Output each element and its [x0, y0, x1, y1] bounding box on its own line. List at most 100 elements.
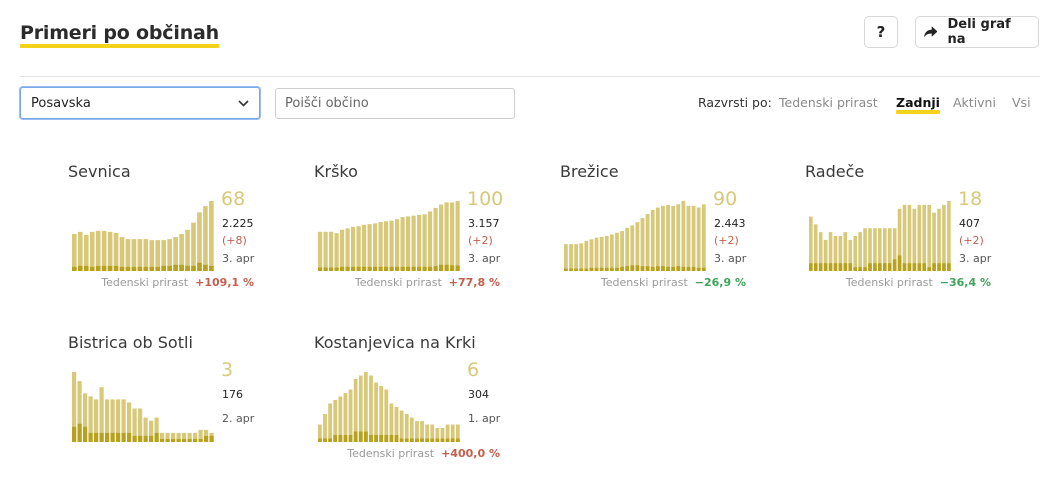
chart-bar	[433, 208, 438, 271]
chart-bar	[89, 231, 95, 271]
active-sort-underline	[896, 110, 940, 114]
chart-bar-dark-segment	[323, 267, 328, 271]
weekly-growth: Tedenski prirast −36,4 %	[846, 276, 991, 289]
share-button[interactable]: Deli graf na	[915, 16, 1039, 48]
chart-bar-dark-segment	[415, 438, 419, 442]
chart-bar	[155, 240, 161, 271]
chart-bar	[404, 414, 409, 442]
help-button[interactable]: ?	[864, 16, 898, 48]
chart-bar	[193, 432, 198, 442]
chart-bar	[922, 204, 927, 271]
weekly-growth-label: Tedenski prirast	[600, 276, 688, 289]
chart-bar	[868, 228, 872, 271]
data-date: 2. apr	[222, 412, 255, 425]
municipality-card[interactable]: Brežice 90 2.443 (+2) 3. apr Tedenski pr…	[560, 162, 760, 312]
weekly-growth-label: Tedenski prirast	[101, 276, 189, 289]
sort-option-latest[interactable]: Zadnji	[896, 95, 940, 114]
chart-bar-dark-segment	[389, 266, 394, 271]
chart-bar-dark-segment	[338, 435, 343, 442]
sort-label: Razvrsti po:	[698, 95, 772, 110]
chart-bar	[379, 386, 384, 442]
chart-bar-dark-segment	[353, 431, 358, 442]
chart-bar-dark-segment	[615, 267, 619, 271]
sort-option-all[interactable]: Vsi	[1012, 95, 1031, 110]
chart-bar	[661, 205, 665, 271]
chart-bar-dark-segment	[173, 264, 178, 271]
chart-bar-dark-segment	[947, 263, 951, 271]
chart-bar-dark-segment	[94, 432, 99, 442]
chart-bar-dark-segment	[89, 266, 95, 271]
chart-bar-dark-segment	[686, 266, 691, 271]
chart-bar	[353, 379, 358, 442]
municipality-card[interactable]: Radeče 18 407 (+2) 3. apr Tedenski prira…	[805, 162, 1005, 312]
chart-bar	[635, 222, 640, 271]
chart-bar-dark-segment	[640, 266, 645, 271]
chart-bar-dark-segment	[594, 267, 599, 271]
chart-bar-dark-segment	[902, 263, 907, 271]
chart-bar-dark-segment	[907, 263, 912, 271]
chart-bar	[362, 224, 367, 271]
chart-bar-dark-segment	[197, 262, 202, 271]
municipality-card[interactable]: Bistrica ob Sotli 3 176 2. apr	[68, 333, 268, 483]
chart-bar	[358, 375, 363, 442]
chart-bar-dark-segment	[191, 265, 196, 271]
chart-bar-dark-segment	[599, 267, 604, 271]
chart-bar	[863, 228, 867, 271]
chart-bar	[887, 228, 892, 271]
data-date: 3. apr	[468, 252, 501, 265]
chart-bar	[625, 227, 630, 271]
daily-delta: (+8)	[222, 234, 247, 247]
chart-bar-dark-segment	[676, 266, 681, 271]
chart-bar-dark-segment	[363, 431, 368, 442]
chart-bar	[406, 216, 411, 271]
chart-bar-dark-segment	[77, 265, 83, 271]
weekly-growth: Tedenski prirast +109,1 %	[101, 276, 254, 289]
chart-bar-dark-segment	[132, 435, 137, 442]
latest-cases: 6	[467, 359, 480, 381]
chart-bar	[143, 239, 149, 271]
municipality-card[interactable]: Kostanjevica na Krki 6 304 1. apr Tedens…	[314, 333, 514, 483]
chart-bar-dark-segment	[937, 263, 941, 271]
municipality-card[interactable]: Sevnica 68 2.225 (+8) 3. apr Tedenski pr…	[68, 162, 268, 312]
chart-bar-dark-segment	[323, 438, 327, 442]
chart-bar	[110, 399, 115, 442]
chart-bar	[409, 417, 414, 442]
chart-bar-dark-segment	[696, 267, 701, 271]
municipality-search-input[interactable]	[275, 88, 515, 119]
chart-bar	[701, 204, 706, 271]
chart-bar-dark-segment	[400, 266, 405, 271]
municipality-name: Krško	[314, 162, 358, 181]
chart-bar	[411, 215, 416, 271]
municipality-name: Sevnica	[68, 162, 131, 181]
region-select[interactable]: Posavska	[20, 87, 260, 119]
chart-bar-dark-segment	[912, 263, 917, 271]
chart-bar	[197, 212, 202, 271]
data-date: 3. apr	[714, 252, 747, 265]
chart-bar-dark-segment	[88, 432, 93, 442]
chart-bar-dark-segment	[143, 435, 148, 442]
chart-bar-dark-segment	[927, 267, 931, 271]
chart-bar-dark-segment	[681, 266, 686, 271]
weekly-growth-value: −26,9 %	[694, 276, 746, 289]
chart-bar	[127, 402, 132, 442]
chart-bar	[676, 204, 681, 271]
weekly-growth-label: Tedenski prirast	[347, 447, 435, 460]
municipality-card[interactable]: Krško 100 3.157 (+2) 3. apr Tedenski pri…	[314, 162, 514, 312]
chart-bar-dark-segment	[389, 435, 394, 442]
chart-bar	[569, 244, 573, 271]
chart-bar	[615, 232, 619, 271]
chart-bar-dark-segment	[671, 266, 676, 271]
sort-option-active[interactable]: Aktivni	[953, 95, 996, 110]
chart-bar	[630, 225, 635, 271]
weekly-growth: Tedenski prirast −26,9 %	[601, 276, 746, 289]
chart-bar	[932, 212, 936, 271]
municipality-name: Radeče	[805, 162, 865, 181]
sort-option-weekly-growth[interactable]: Tedenski prirast	[779, 95, 878, 110]
chart-bar	[198, 429, 203, 442]
chart-bar	[367, 224, 372, 271]
chart-bar-dark-segment	[630, 265, 635, 271]
chart-bar	[373, 223, 378, 271]
chart-bar-dark-segment	[155, 266, 161, 271]
chart-bar	[696, 207, 701, 271]
chart-bar-dark-segment	[193, 438, 198, 442]
